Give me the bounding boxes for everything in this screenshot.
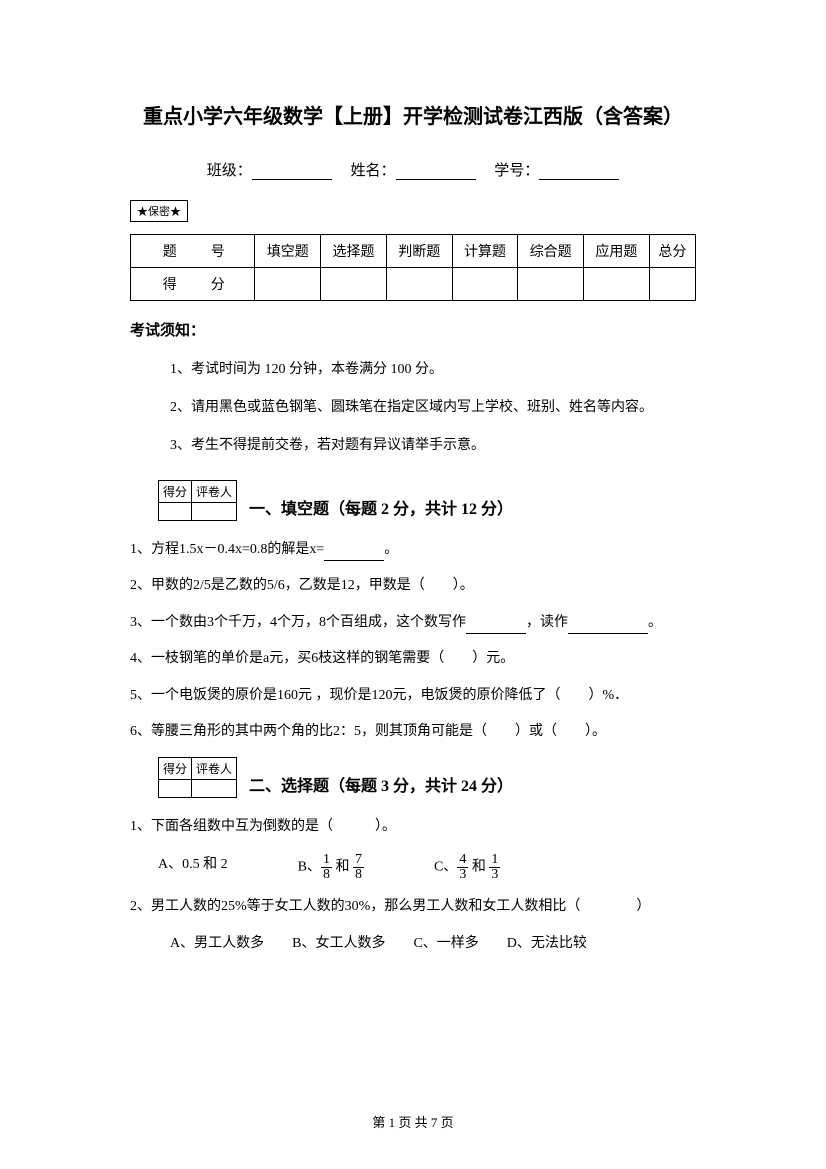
grade-score-label: 得分 <box>159 758 192 780</box>
page-title: 重点小学六年级数学【上册】开学检测试卷江西版（含答案） <box>130 100 696 129</box>
grade-box: 得分 评卷人 <box>158 480 237 521</box>
s1-q3-blank1 <box>466 620 526 634</box>
notice-item: 3、考生不得提前交卷，若对题有异议请举手示意。 <box>170 434 696 454</box>
score-cell <box>386 268 452 301</box>
frac-den: 8 <box>321 868 332 882</box>
optC-and: 和 <box>468 859 489 874</box>
frac-num: 1 <box>489 853 500 868</box>
s1-q5: 5、一个电饭煲的原价是160元 ，现价是120元，电饭煲的原价降低了（ ）%． <box>130 685 696 707</box>
name-label: 姓名： <box>350 163 395 179</box>
grade-score-label: 得分 <box>159 481 192 503</box>
col-composite: 综合题 <box>518 235 584 268</box>
col-calc: 计算题 <box>452 235 518 268</box>
grade-cell <box>192 780 237 798</box>
notice-item: 1、考试时间为 120 分钟，本卷满分 100 分。 <box>170 358 696 378</box>
grade-grader-label: 评卷人 <box>192 481 237 503</box>
section2-title: 二、选择题（每题 3 分，共计 24 分） <box>249 772 513 798</box>
grade-cell <box>159 780 192 798</box>
s1-q6: 6、等腰三角形的其中两个角的比2：5，则其顶角可能是（ ）或（ ）。 <box>130 721 696 743</box>
optC-prefix: C、 <box>434 859 457 874</box>
class-blank <box>252 162 332 180</box>
notice-item: 2、请用黑色或蓝色钢笔、圆珠笔在指定区域内写上学校、班别、姓名等内容。 <box>170 396 696 416</box>
optB-prefix: B、 <box>298 859 321 874</box>
score-cell <box>518 268 584 301</box>
frac-1-8: 18 <box>321 853 332 882</box>
class-label: 班级： <box>207 163 252 179</box>
section2-header: 得分 评卷人 二、选择题（每题 3 分，共计 24 分） <box>130 757 696 798</box>
s2-q1-options: A、0.5 和 2 B、18 和 78 C、43 和 13 <box>158 853 696 882</box>
col-choice: 选择题 <box>321 235 387 268</box>
col-fillblank: 填空题 <box>255 235 321 268</box>
frac-1-3: 13 <box>489 853 500 882</box>
s2-q2-options: A、男工人数多 B、女工人数多 C、一样多 D、无法比较 <box>170 932 696 952</box>
grade-cell <box>192 503 237 521</box>
page-footer: 第 1 页 共 7 页 <box>0 1112 826 1131</box>
col-total: 总分 <box>649 235 695 268</box>
section1-title: 一、填空题（每题 2 分，共计 12 分） <box>249 495 513 521</box>
score-row1-label: 题 号 <box>131 235 255 268</box>
notice-list: 1、考试时间为 120 分钟，本卷满分 100 分。 2、请用黑色或蓝色钢笔、圆… <box>170 358 696 454</box>
s1-q3-b: ，读作 <box>526 615 568 630</box>
frac-4-3: 43 <box>457 853 468 882</box>
name-blank <box>396 162 476 180</box>
frac-num: 1 <box>321 853 332 868</box>
frac-num: 7 <box>353 853 364 868</box>
s1-q1-text-b: 。 <box>384 542 398 557</box>
id-label: 学号： <box>494 163 539 179</box>
s1-q3-c: 。 <box>648 615 662 630</box>
s1-q1: 1、方程1.5x－0.4x=0.8的解是x= 。 <box>130 539 696 561</box>
s1-q1-text-a: 1、方程1.5x－0.4x=0.8的解是x= <box>130 542 324 557</box>
col-applied: 应用题 <box>584 235 650 268</box>
score-table: 题 号 填空题 选择题 判断题 计算题 综合题 应用题 总分 得 分 <box>130 234 696 301</box>
s1-q1-blank <box>324 547 384 561</box>
confidential-stamp: ★保密★ <box>130 200 188 222</box>
score-cell <box>649 268 695 301</box>
notice-heading: 考试须知： <box>130 319 696 340</box>
s2-q1-optC: C、43 和 13 <box>434 853 500 882</box>
grade-grader-label: 评卷人 <box>192 758 237 780</box>
frac-den: 3 <box>457 868 468 882</box>
student-info-line: 班级： 姓名： 学号： <box>130 159 696 180</box>
frac-den: 8 <box>353 868 364 882</box>
s1-q3-a: 3、一个数由3个千万，4个万，8个百组成，这个数写作 <box>130 615 466 630</box>
id-blank <box>539 162 619 180</box>
score-cell <box>321 268 387 301</box>
score-cell <box>584 268 650 301</box>
s1-q2: 2、甲数的2/5是乙数的5/6，乙数是12，甲数是（ ）。 <box>130 575 696 597</box>
s2-q1: 1、下面各组数中互为倒数的是（ ）。 <box>130 816 696 838</box>
s2-q1-optA: A、0.5 和 2 <box>158 853 228 882</box>
col-judge: 判断题 <box>386 235 452 268</box>
grade-cell <box>159 503 192 521</box>
frac-den: 3 <box>489 868 500 882</box>
optB-and: 和 <box>332 859 353 874</box>
score-row2-label: 得 分 <box>131 268 255 301</box>
s1-q4: 4、一枝钢笔的单价是a元，买6枝这样的钢笔需要（ ）元。 <box>130 648 696 670</box>
frac-num: 4 <box>457 853 468 868</box>
score-cell <box>255 268 321 301</box>
s1-q3-blank2 <box>568 620 648 634</box>
s2-q2: 2、男工人数的25%等于女工人数的30%，那么男工人数和女工人数相比（ ） <box>130 896 696 918</box>
grade-box: 得分 评卷人 <box>158 757 237 798</box>
section1-header: 得分 评卷人 一、填空题（每题 2 分，共计 12 分） <box>130 480 696 521</box>
score-cell <box>452 268 518 301</box>
s2-q1-optB: B、18 和 78 <box>298 853 364 882</box>
s1-q3: 3、一个数由3个千万，4个万，8个百组成，这个数写作 ，读作 。 <box>130 612 696 634</box>
frac-7-8: 78 <box>353 853 364 882</box>
